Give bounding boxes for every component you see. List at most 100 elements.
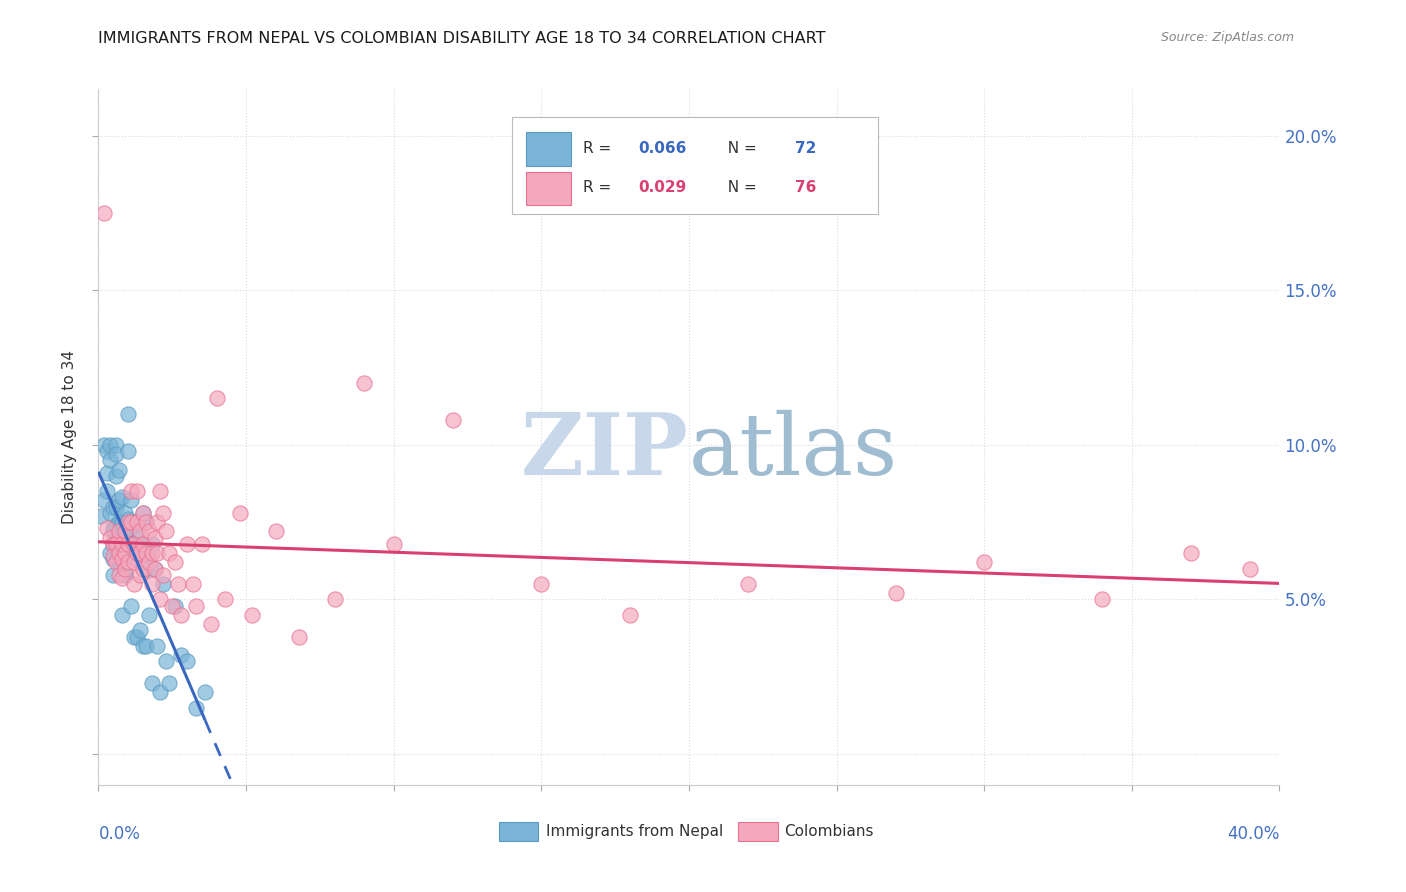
Point <box>125 546 148 560</box>
Point <box>103 552 125 566</box>
Point <box>205 392 228 406</box>
Point <box>149 592 172 607</box>
Text: Immigrants from Nepal: Immigrants from Nepal <box>546 824 723 838</box>
Point <box>98 546 121 560</box>
Point <box>170 648 193 662</box>
Point <box>157 676 180 690</box>
Point <box>98 453 121 467</box>
Text: N =: N = <box>718 141 762 156</box>
Text: ZIP: ZIP <box>522 409 689 493</box>
Point <box>1239 561 1261 575</box>
Point <box>117 444 139 458</box>
Point <box>117 407 139 421</box>
Point <box>111 531 134 545</box>
Point <box>141 577 163 591</box>
Point <box>105 518 128 533</box>
FancyBboxPatch shape <box>512 117 877 214</box>
Point <box>1091 592 1114 607</box>
Point <box>108 537 131 551</box>
Point <box>98 438 121 452</box>
Point <box>114 561 136 575</box>
Point <box>93 206 115 220</box>
Point <box>125 546 148 560</box>
Point <box>114 506 136 520</box>
Point <box>152 577 174 591</box>
Point <box>176 654 198 668</box>
Point <box>619 607 641 622</box>
FancyBboxPatch shape <box>526 132 571 166</box>
Text: R =: R = <box>582 141 616 156</box>
Point <box>135 561 157 575</box>
Text: R =: R = <box>582 180 616 195</box>
Point <box>138 524 160 539</box>
Point <box>96 466 118 480</box>
Point <box>214 592 236 607</box>
Point <box>122 537 145 551</box>
Point <box>108 462 131 476</box>
Point <box>93 438 115 452</box>
Point <box>143 561 166 575</box>
Point <box>149 484 172 499</box>
Point <box>200 617 222 632</box>
Point <box>117 555 139 569</box>
Point <box>530 577 553 591</box>
Point <box>132 506 155 520</box>
Point <box>120 599 142 613</box>
Text: 0.029: 0.029 <box>638 180 686 195</box>
Point <box>143 531 166 545</box>
Point <box>146 546 169 560</box>
Point <box>93 493 115 508</box>
Point <box>122 552 145 566</box>
Point <box>111 607 134 622</box>
Point <box>155 654 177 668</box>
Point <box>96 484 118 499</box>
Point <box>90 508 112 523</box>
Point <box>143 561 166 575</box>
Point <box>96 444 118 458</box>
Point <box>135 515 157 529</box>
Point <box>117 537 139 551</box>
Point <box>108 515 131 529</box>
Point <box>117 515 139 529</box>
Text: Source: ZipAtlas.com: Source: ZipAtlas.com <box>1160 31 1294 45</box>
Point <box>973 555 995 569</box>
Point <box>146 639 169 653</box>
Point <box>105 447 128 461</box>
Point <box>288 630 311 644</box>
Point <box>128 567 150 582</box>
Point <box>111 515 134 529</box>
Point <box>103 524 125 539</box>
Text: 0.0%: 0.0% <box>98 825 141 843</box>
Point <box>98 506 121 520</box>
Point <box>135 515 157 529</box>
Point <box>96 521 118 535</box>
FancyBboxPatch shape <box>526 172 571 205</box>
Point <box>125 630 148 644</box>
Point <box>264 524 287 539</box>
Point <box>191 537 214 551</box>
Point <box>138 546 160 560</box>
Point <box>155 524 177 539</box>
Point <box>108 567 131 582</box>
Point <box>120 484 142 499</box>
Point <box>111 571 134 585</box>
Point <box>114 524 136 539</box>
Point <box>132 561 155 575</box>
Point <box>128 537 150 551</box>
Point <box>103 537 125 551</box>
Point <box>135 639 157 653</box>
Point <box>138 607 160 622</box>
Point <box>165 555 187 569</box>
Point <box>114 546 136 560</box>
Point <box>152 567 174 582</box>
Point <box>323 592 346 607</box>
Point <box>105 500 128 514</box>
Point <box>132 537 155 551</box>
Point <box>382 537 405 551</box>
Point <box>1180 546 1202 560</box>
Point <box>105 555 128 569</box>
Point <box>141 676 163 690</box>
Point <box>105 438 128 452</box>
Point <box>122 515 145 529</box>
Point <box>108 524 131 539</box>
